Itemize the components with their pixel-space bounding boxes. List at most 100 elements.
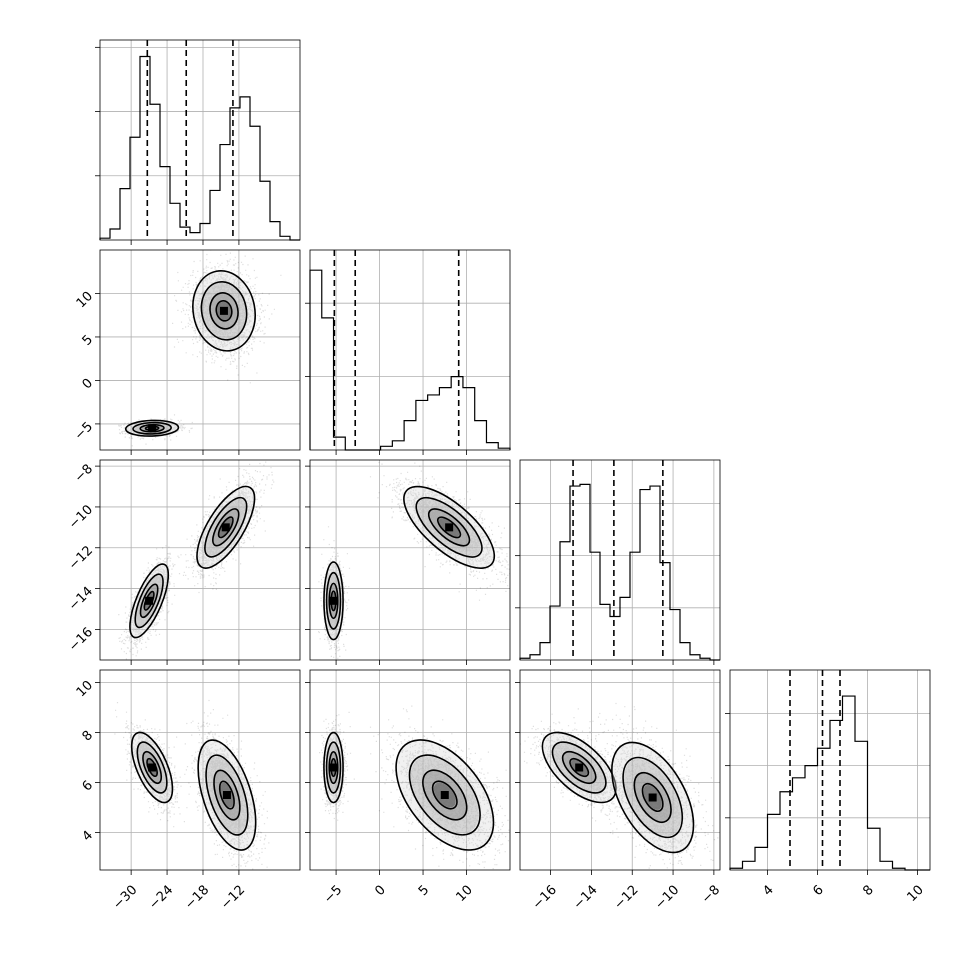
contour-line: [541, 731, 617, 804]
pair-frame: [309, 459, 511, 661]
density-peak: [575, 763, 584, 772]
pair-panel-3-2: [515, 669, 721, 875]
y-tick-label: −8: [72, 462, 96, 486]
y-tick-label: 4: [80, 828, 96, 844]
contour-line: [212, 508, 240, 547]
x-tick-label: −12: [612, 883, 642, 913]
hist-frame: [99, 39, 301, 241]
contour-line: [205, 754, 249, 836]
contour-line: [323, 561, 344, 641]
y-tick-label: 10: [74, 289, 96, 311]
hist-series-3: [729, 695, 930, 871]
x-tick-label: −12: [218, 883, 248, 913]
y-tick-label: −10: [66, 502, 96, 532]
pair-plot-area: [100, 250, 300, 450]
contour-line: [622, 756, 684, 839]
contour-line: [403, 485, 496, 569]
contour-line: [328, 750, 339, 785]
density-peak: [445, 523, 454, 532]
x-tick-label: −18: [182, 883, 212, 913]
x-tick-label: 10: [453, 883, 475, 905]
x-tick-label: −30: [110, 883, 140, 913]
contour-line: [130, 731, 174, 804]
x-tick-label: 6: [810, 883, 826, 899]
pair-plot-area: [520, 670, 720, 870]
x-tick-label: 4: [760, 883, 776, 899]
scatter-points: [318, 461, 510, 660]
contour-line: [325, 741, 342, 794]
contour-line: [561, 750, 597, 785]
scatter-points: [520, 702, 720, 870]
density-peak: [221, 523, 230, 532]
x-tick-label: 0: [372, 883, 388, 899]
contour-line: [200, 281, 248, 341]
pair-panel-3-1: [305, 669, 511, 875]
scatter-points: [118, 461, 275, 660]
pair-panel-2-1: [305, 459, 511, 665]
x-tick-label: −10: [652, 883, 682, 913]
pair-panel-1-0: [95, 249, 301, 455]
y-tick-label: 10: [74, 678, 96, 700]
contour-line: [611, 741, 695, 854]
x-tick-label: −14: [571, 883, 601, 913]
density-peak: [148, 763, 157, 772]
hist-frame: [309, 249, 511, 451]
pair-plot-area: [310, 460, 510, 660]
y-tick-label: 6: [80, 778, 96, 794]
contour-line: [132, 421, 172, 435]
x-tick-label: 8: [860, 883, 876, 899]
contour-line: [218, 780, 235, 810]
contour-line: [427, 508, 471, 547]
scatter-points: [100, 250, 282, 447]
contour-line: [323, 731, 344, 804]
hist-series-2: [519, 483, 720, 661]
contour-line: [415, 496, 483, 558]
contour-line: [569, 757, 590, 778]
contour-line: [395, 739, 495, 851]
contour-line: [129, 563, 170, 639]
x-tick-label: −8: [699, 883, 723, 907]
density-peak: [440, 791, 449, 799]
hist-panel-1: [305, 249, 511, 455]
contour-line: [436, 516, 462, 539]
hist-series-1: [309, 269, 511, 451]
pair-frame: [99, 669, 301, 871]
pair-plot-area: [100, 670, 300, 870]
x-tick-label: −5: [321, 883, 345, 907]
x-tick-label: −16: [530, 883, 560, 913]
contour-line: [408, 754, 481, 836]
contour-line: [124, 419, 180, 437]
density-peak: [648, 793, 657, 802]
y-tick-label: −14: [66, 584, 96, 614]
contour-line: [633, 771, 672, 824]
hist-frame: [729, 669, 931, 871]
hist-panel-0: [95, 39, 301, 245]
contour-line: [213, 769, 241, 821]
contour-line: [139, 583, 159, 619]
scatter-points: [114, 699, 270, 870]
contour-line: [142, 750, 163, 785]
density-peak: [148, 424, 157, 433]
density-peak: [329, 596, 338, 605]
density-peak: [219, 306, 228, 315]
contour-line: [641, 782, 664, 813]
pair-panel-2-0: [95, 459, 301, 665]
y-tick-label: −5: [72, 419, 96, 443]
y-tick-label: 5: [80, 332, 96, 348]
hist-panel-2: [515, 459, 721, 665]
scatter-points: [319, 705, 510, 870]
density-peak: [145, 596, 154, 605]
contour-line: [197, 739, 257, 851]
y-tick-label: −12: [66, 543, 96, 573]
contour-line: [196, 485, 256, 569]
pair-frame: [309, 669, 511, 871]
x-tick-label: 10: [904, 883, 926, 905]
pair-plot-area: [310, 670, 510, 870]
contour-line: [192, 270, 256, 352]
contour-line: [134, 573, 164, 629]
contour-line: [551, 741, 607, 794]
contour-line: [209, 292, 239, 330]
pair-frame: [99, 249, 301, 451]
